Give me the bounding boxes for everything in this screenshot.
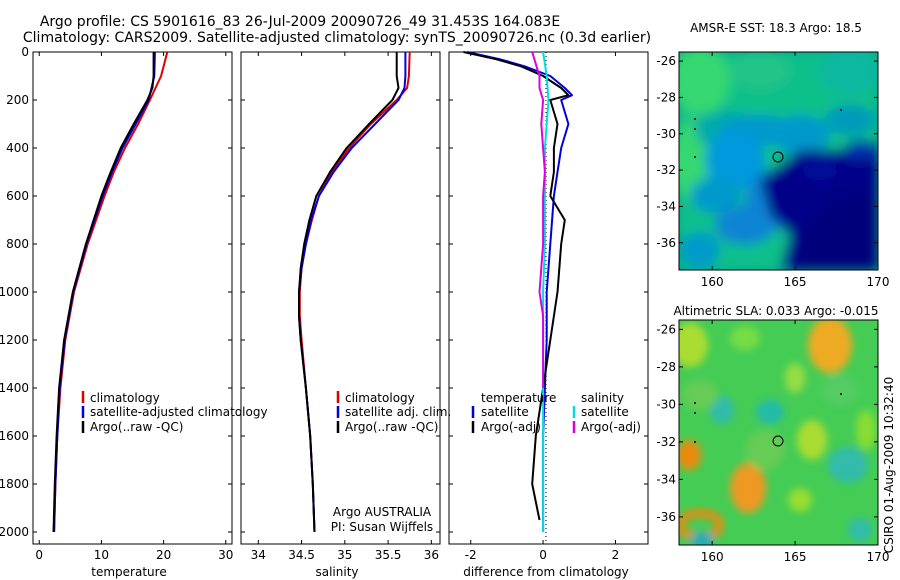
lon-tick-label: 160: [701, 550, 724, 564]
difference-legend: temperature salinity satellite Argo(-adj…: [471, 391, 641, 434]
x-tick-label: -2: [465, 548, 477, 562]
series-line-satellite-adj-clim: [298, 52, 407, 533]
x-tick-label: 2: [612, 548, 620, 562]
x-tick-label: 0: [539, 548, 547, 562]
legend-label-sal-satellite: satellite: [581, 405, 629, 419]
lon-tick-label: 165: [784, 275, 807, 289]
lat-tick-label: -30: [656, 397, 676, 411]
legend-header-salinity: salinity: [581, 391, 624, 405]
difference-profiles: [463, 51, 573, 532]
legend-label-sal-argo: Argo(-adj): [581, 420, 641, 434]
sla-map-ticks: -26 -28 -30 -32 -34 -36 160 165 170: [656, 320, 889, 564]
figure-title-line2: Climatology: CARS2009. Satellite-adjuste…: [23, 30, 651, 46]
x-tick-label: 35: [337, 548, 352, 562]
y-tick-label: 1800: [0, 477, 29, 491]
sst-map-title: AMSR-E SST: 18.3 Argo: 18.5: [690, 21, 862, 35]
sst-map-ticks: -26 -28 -30 -32 -34 -36 160 165 170: [656, 52, 889, 289]
sst-profile-marker: [772, 151, 784, 163]
series-line-argo-raw-qc: [52, 52, 155, 533]
y-tick-label: 0: [21, 45, 29, 59]
x-tick-label: 10: [94, 548, 109, 562]
y-tick-label: 200: [6, 93, 29, 107]
sla-map-title: Altimetric SLA: 0.033 Argo: -0.015: [673, 304, 878, 318]
series-line-salinity-argo-adj: [531, 51, 546, 388]
sla-map-panel: Altimetric SLA: 0.033 Argo: -0.015: [656, 304, 889, 564]
x-tick-label: 35.5: [375, 548, 402, 562]
legend-label-satellite: satellite adj. clim.: [345, 405, 451, 419]
sst-map-panel: AMSR-E SST: 18.3 Argo: 18.5: [656, 21, 889, 289]
lat-tick-label: -32: [656, 163, 676, 177]
x-tick-label: 34.5: [288, 548, 315, 562]
y-tick-label: 1400: [0, 381, 29, 395]
y-tick-label: 1000: [0, 285, 29, 299]
credit-pi: PI: Susan Wijffels: [331, 520, 433, 534]
figure-title-line1: Argo profile: CS 5901616_83 26-Jul-2009 …: [40, 14, 560, 30]
series-line-temperature-argo-adj: [463, 51, 570, 521]
temperature-panel: 0 200 400 600 800 1000 1200 1400 1600 1800 2000 0 10…: [0, 45, 268, 579]
lat-tick-label: -34: [656, 199, 676, 213]
difference-x-label: difference from climatology: [463, 565, 629, 579]
legend-label-argo: Argo(..raw -QC): [90, 420, 183, 434]
salinity-legend: climatology satellite adj. clim. Argo(..…: [336, 391, 451, 434]
sst-heatmap-image: [679, 52, 878, 270]
legend-label-satellite: satellite-adjusted climatology: [90, 405, 268, 419]
temperature-profiles: [52, 51, 169, 533]
temperature-legend: climatology satellite-adjusted climatolo…: [81, 391, 268, 434]
salinity-profiles: [298, 51, 411, 533]
y-tick-label: 800: [6, 237, 29, 251]
x-tick-label: 36: [424, 548, 439, 562]
lat-tick-label: -36: [656, 236, 676, 250]
x-tick-label: 30: [218, 548, 233, 562]
y-tick-label: 600: [6, 189, 29, 203]
temperature-ticks: 0 200 400 600 800 1000 1200 1400 1600 1800 2000 0 10…: [0, 45, 233, 562]
lat-tick-label: -26: [656, 322, 676, 336]
lon-tick-label: 170: [867, 275, 890, 289]
lat-tick-label: -28: [656, 360, 676, 374]
lat-tick-label: -32: [656, 435, 676, 449]
credit-agency: Argo AUSTRALIA: [333, 505, 432, 519]
series-line-argo-raw-qc: [298, 52, 400, 533]
lat-tick-label: -34: [656, 472, 676, 486]
difference-axes-frame: [448, 51, 649, 545]
sla-profile-marker: [772, 435, 784, 447]
lat-tick-label: -28: [656, 90, 676, 104]
legend-label-temp-argo: Argo(-adj): [481, 420, 541, 434]
sla-heatmap-image: [679, 320, 878, 545]
salinity-ticks: 34 34.5 35 35.5 36: [241, 51, 440, 562]
x-tick-label: 20: [156, 548, 171, 562]
lon-tick-label: 165: [784, 550, 807, 564]
lon-tick-label: 170: [867, 550, 890, 564]
legend-label-temp-satellite: satellite: [481, 405, 529, 419]
series-line-climatology: [298, 51, 411, 533]
x-tick-label: 0: [35, 548, 43, 562]
series-line-salinity-satellite: [542, 51, 550, 532]
y-tick-label: 1600: [0, 429, 29, 443]
series-line-climatology: [53, 51, 169, 533]
difference-ticks: -2 0 2: [449, 51, 648, 562]
y-tick-label: 400: [6, 141, 29, 155]
temperature-axes-frame: [32, 51, 233, 545]
salinity-x-label: salinity: [315, 565, 358, 579]
lat-tick-label: -36: [656, 510, 676, 524]
legend-header-temperature: temperature: [481, 391, 556, 405]
sla-map-frame: [678, 319, 879, 546]
series-line-temperature-satellite: [466, 51, 573, 532]
temperature-x-label: temperature: [91, 565, 166, 579]
lon-tick-label: 160: [701, 275, 724, 289]
salinity-panel: 34 34.5 35 35.5 36 salinity climatology sate…: [240, 51, 451, 579]
csiro-timestamp: CSIRO 01-Aug-2009 10:32:40: [882, 377, 896, 553]
x-tick-label: 34: [251, 548, 266, 562]
legend-label-climatology: climatology: [90, 391, 160, 405]
y-tick-label: 2000: [0, 525, 29, 539]
sst-map-frame: [678, 51, 879, 271]
legend-label-climatology: climatology: [345, 391, 415, 405]
lat-tick-label: -26: [656, 54, 676, 68]
lat-tick-label: -30: [656, 127, 676, 141]
difference-panel: -2 0 2 difference from climatology tempera…: [448, 51, 649, 579]
series-line-satellite-adjusted-climatology: [53, 51, 156, 533]
legend-label-argo: Argo(..raw -QC): [345, 420, 438, 434]
y-tick-label: 1200: [0, 333, 29, 347]
salinity-axes-frame: [240, 51, 441, 545]
